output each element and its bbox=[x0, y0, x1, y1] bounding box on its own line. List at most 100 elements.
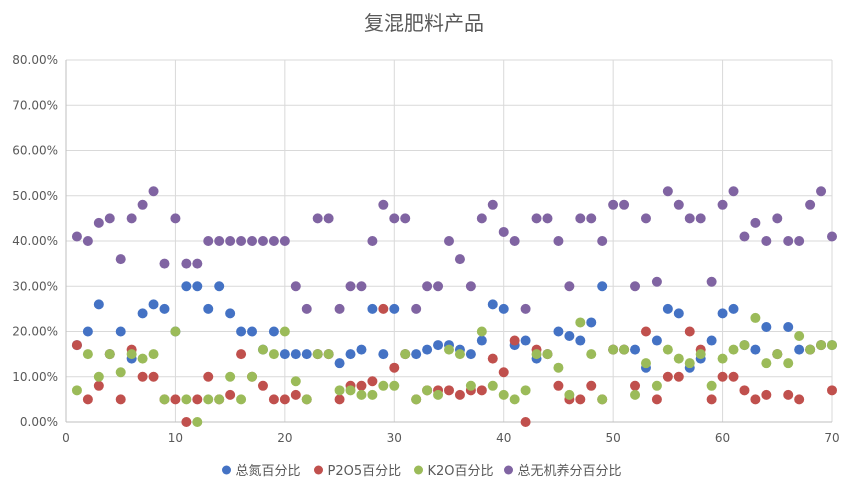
data-point bbox=[640, 358, 651, 369]
x-tick-label: 20 bbox=[277, 431, 292, 445]
data-point bbox=[651, 380, 662, 391]
data-point bbox=[465, 349, 476, 360]
data-point bbox=[367, 389, 378, 400]
data-point bbox=[794, 236, 805, 246]
legend-marker bbox=[222, 465, 231, 475]
data-point bbox=[750, 344, 761, 355]
data-point bbox=[662, 186, 673, 197]
data-point bbox=[82, 349, 93, 360]
legend-marker bbox=[504, 465, 513, 475]
data-point bbox=[247, 371, 258, 382]
data-point bbox=[651, 335, 662, 346]
data-point bbox=[542, 213, 553, 224]
data-point bbox=[334, 385, 345, 396]
data-point bbox=[301, 349, 312, 360]
data-point bbox=[619, 199, 630, 210]
data-point bbox=[225, 236, 236, 246]
data-point bbox=[476, 213, 487, 224]
data-point bbox=[608, 344, 619, 355]
data-point bbox=[465, 380, 476, 391]
data-point bbox=[82, 236, 93, 246]
data-point bbox=[553, 380, 564, 391]
data-point bbox=[608, 199, 619, 210]
data-point bbox=[542, 349, 553, 360]
data-point bbox=[82, 394, 93, 405]
data-point bbox=[520, 385, 531, 396]
data-point bbox=[137, 308, 148, 319]
data-point bbox=[115, 254, 126, 265]
data-point bbox=[356, 389, 367, 400]
legend: 总氮百分比 P2O5百分比 K2O百分比 总无机养分百分比 bbox=[222, 463, 622, 479]
data-point bbox=[575, 317, 586, 328]
data-point bbox=[586, 349, 597, 360]
data-point bbox=[706, 394, 717, 405]
data-point bbox=[214, 281, 225, 292]
data-point bbox=[115, 394, 126, 405]
data-point bbox=[356, 380, 367, 391]
x-tick-label: 50 bbox=[606, 431, 621, 445]
data-point bbox=[345, 281, 356, 292]
legend-item: P2O5百分比 bbox=[314, 464, 401, 479]
data-point bbox=[247, 326, 258, 337]
data-point bbox=[739, 340, 750, 351]
data-point bbox=[750, 217, 761, 228]
data-point bbox=[630, 281, 641, 292]
data-point bbox=[630, 389, 641, 400]
y-tick-label: 60.00% bbox=[12, 144, 58, 158]
data-point bbox=[728, 371, 739, 382]
data-point bbox=[400, 349, 411, 360]
data-point bbox=[662, 371, 673, 382]
data-point bbox=[630, 344, 641, 355]
data-point bbox=[454, 254, 465, 265]
data-point bbox=[378, 349, 389, 360]
data-point bbox=[717, 199, 728, 210]
data-point bbox=[739, 231, 750, 242]
data-point bbox=[170, 326, 181, 337]
data-point bbox=[444, 385, 454, 396]
data-point bbox=[794, 331, 805, 342]
data-point bbox=[334, 303, 345, 314]
data-point bbox=[827, 231, 837, 242]
data-point bbox=[564, 331, 575, 342]
data-point bbox=[498, 303, 509, 314]
y-tick-label: 30.00% bbox=[12, 279, 58, 293]
data-point bbox=[312, 349, 323, 360]
data-point bbox=[673, 353, 684, 364]
data-point bbox=[553, 362, 564, 373]
data-point bbox=[148, 371, 159, 382]
data-point bbox=[378, 380, 389, 391]
data-point bbox=[520, 335, 531, 346]
data-point bbox=[805, 344, 816, 355]
data-point bbox=[662, 303, 673, 314]
data-point bbox=[433, 389, 444, 400]
data-point bbox=[651, 276, 662, 287]
data-point bbox=[684, 358, 695, 369]
data-point bbox=[214, 236, 225, 246]
data-point bbox=[433, 340, 444, 351]
data-point bbox=[706, 276, 717, 287]
series-4 bbox=[71, 186, 837, 314]
data-point bbox=[93, 371, 104, 382]
x-tick-label: 10 bbox=[168, 431, 183, 445]
data-point bbox=[761, 358, 772, 369]
data-point bbox=[148, 299, 159, 310]
data-point bbox=[214, 394, 225, 405]
data-point bbox=[422, 344, 433, 355]
y-tick-label: 0.00% bbox=[20, 415, 58, 429]
data-point bbox=[203, 371, 214, 382]
y-tick-label: 40.00% bbox=[12, 234, 58, 248]
data-point bbox=[411, 349, 422, 360]
data-point bbox=[673, 308, 684, 319]
data-point bbox=[137, 353, 148, 364]
data-point bbox=[389, 380, 400, 391]
data-point bbox=[706, 335, 717, 346]
data-point bbox=[93, 217, 104, 228]
data-point bbox=[498, 367, 509, 378]
data-point bbox=[750, 312, 761, 323]
data-point bbox=[531, 213, 542, 224]
data-point bbox=[225, 389, 236, 400]
series-3 bbox=[71, 312, 837, 427]
data-point bbox=[148, 349, 159, 360]
legend-item: 总氮百分比 bbox=[222, 464, 301, 479]
